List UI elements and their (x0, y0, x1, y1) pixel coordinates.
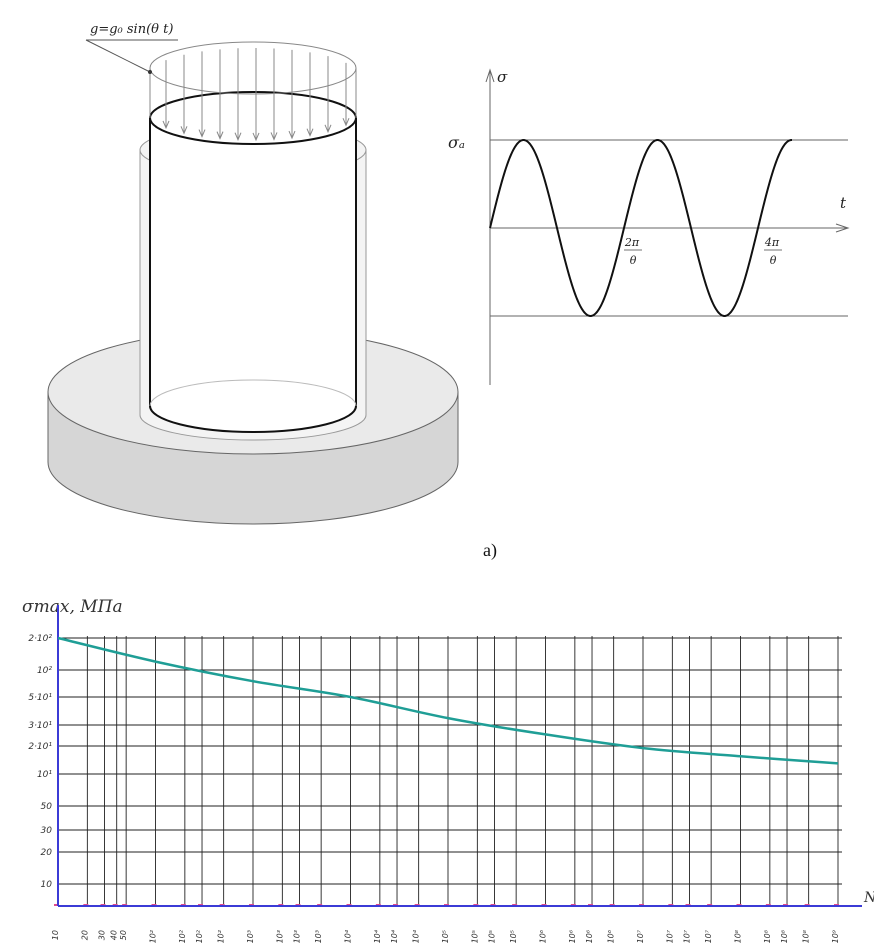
load-arrowhead (324, 124, 332, 134)
load-arrowhead (342, 117, 350, 127)
x-tick-label: 10⁹ (831, 929, 840, 943)
y-tick-label: 30 (41, 826, 53, 836)
load-arrowhead (288, 130, 296, 140)
x-tick-label: 2·10² (178, 929, 187, 944)
load-arrows (162, 48, 350, 142)
x-tick-label: 50 (119, 930, 128, 940)
load-arrowhead (162, 120, 170, 130)
x-tick-label: 10⁶ (539, 929, 548, 943)
x-tick-label: 5·10⁷ (704, 929, 713, 944)
grid-horizontal-lines (58, 637, 842, 885)
x-tick-label: 20 (80, 930, 89, 940)
x-tick-label: 3·10⁸ (780, 929, 789, 944)
load-arrowhead (216, 131, 224, 140)
load-ring (149, 41, 357, 95)
period-tick-2pi-den: θ (630, 254, 637, 267)
inner-cylinder-bottom-back (149, 379, 357, 407)
chart-x-axis-label: N (863, 890, 874, 906)
fatigue-chart: σmax, МПа 2·10² 10² 5·10¹ 3·10¹ 2·10¹ 10¹ 50 30… (22, 597, 874, 944)
y-tick-labels: 2·10² 10² 5·10¹ 3·10¹ 2·10¹ 10¹ 50 30 20 10 (28, 634, 52, 890)
x-tick-label: 5·10⁶ (607, 929, 616, 944)
y-tick-label: 10¹ (37, 770, 52, 780)
y-tick-label: 10 (41, 880, 53, 890)
x-tick-label: 10⁴ (344, 929, 353, 943)
y-tick-label: 2·10¹ (28, 742, 52, 752)
x-tick-label: 10 (51, 930, 60, 940)
amplitude-label: σₐ (448, 133, 465, 152)
x-tick-label: 3·10² (195, 929, 204, 944)
y-tick-label: 3·10¹ (28, 721, 52, 731)
x-tick-label: 10⁵ (441, 930, 450, 943)
x-tick-label: 5·10⁵ (509, 930, 518, 944)
x-tick-label: 40 (110, 930, 119, 940)
x-tick-label: 3·10⁴ (390, 929, 399, 944)
time-axis-label: t (840, 194, 847, 212)
x-tick-label: 5·10³ (314, 930, 323, 944)
x-tick-label: 3·10⁵ (488, 930, 497, 944)
x-tick-label: 3·10⁷ (683, 929, 692, 944)
y-tick-label: 2·10² (28, 634, 52, 644)
inner-cylinder-body (149, 118, 357, 433)
x-tick-label: 10³ (246, 930, 255, 943)
period-tick-4pi-den: θ (770, 254, 777, 267)
x-tick-label: 2·10⁴ (373, 929, 382, 944)
figure-caption: a) (483, 540, 497, 560)
grid-vertical-lines (57, 636, 839, 906)
x-tick-label: 2·10⁵ (470, 930, 479, 944)
y-tick-label: 20 (41, 848, 53, 858)
y-tick-label: 5·10¹ (28, 693, 52, 703)
x-tick-label: 2·10³ (275, 930, 284, 944)
load-formula-label: g=g₀ sin(θ t) (90, 22, 173, 37)
stress-wave-diagram: σ t σₐ 2π θ 4π θ (448, 68, 850, 385)
x-tick-label: 5·10⁸ (802, 929, 811, 944)
y-tick-label: 10² (37, 666, 52, 676)
load-arrowhead (252, 132, 260, 142)
fatigue-curve-series (57, 636, 839, 765)
x-tick-label: 10² (149, 929, 158, 943)
x-tick-label: 3·10³ (293, 930, 302, 944)
x-tick-label: 10⁸ (734, 929, 743, 943)
x-tick-label: 30 (98, 930, 107, 940)
load-arrowhead (198, 129, 206, 138)
period-tick-2pi-num: 2π (624, 236, 640, 249)
x-tick-label: 2·10⁶ (568, 929, 577, 944)
load-arrowhead (180, 126, 188, 135)
sigma-axis-label: σ (497, 68, 508, 86)
x-tick-label: 10⁷ (636, 929, 645, 943)
period-tick-4pi-num: 4π (764, 236, 780, 249)
x-tick-label: 2·10⁸ (763, 929, 772, 944)
x-tick-label: 5·10² (217, 929, 226, 944)
x-tick-label: 2·10⁷ (665, 929, 674, 944)
cylinder-illustration: g=g₀ sin(θ t) (47, 22, 459, 525)
x-tick-label: 5·10⁴ (412, 929, 421, 944)
load-arrowhead (270, 132, 278, 141)
sine-curve (489, 139, 792, 317)
inner-cylinder-top (149, 91, 357, 145)
x-tick-labels: 10 20 30 40 50 10² 2·10² 3·10² 5·10² 10³ 2·10³ 3·10… (51, 929, 840, 944)
y-tick-label: 50 (41, 802, 53, 812)
chart-y-axis-label: σmax, МПа (22, 597, 123, 617)
load-arrowhead (306, 128, 314, 137)
label-leader-line (85, 39, 151, 73)
load-arrowhead (234, 132, 242, 141)
x-tick-label: 3·10⁶ (585, 929, 594, 944)
